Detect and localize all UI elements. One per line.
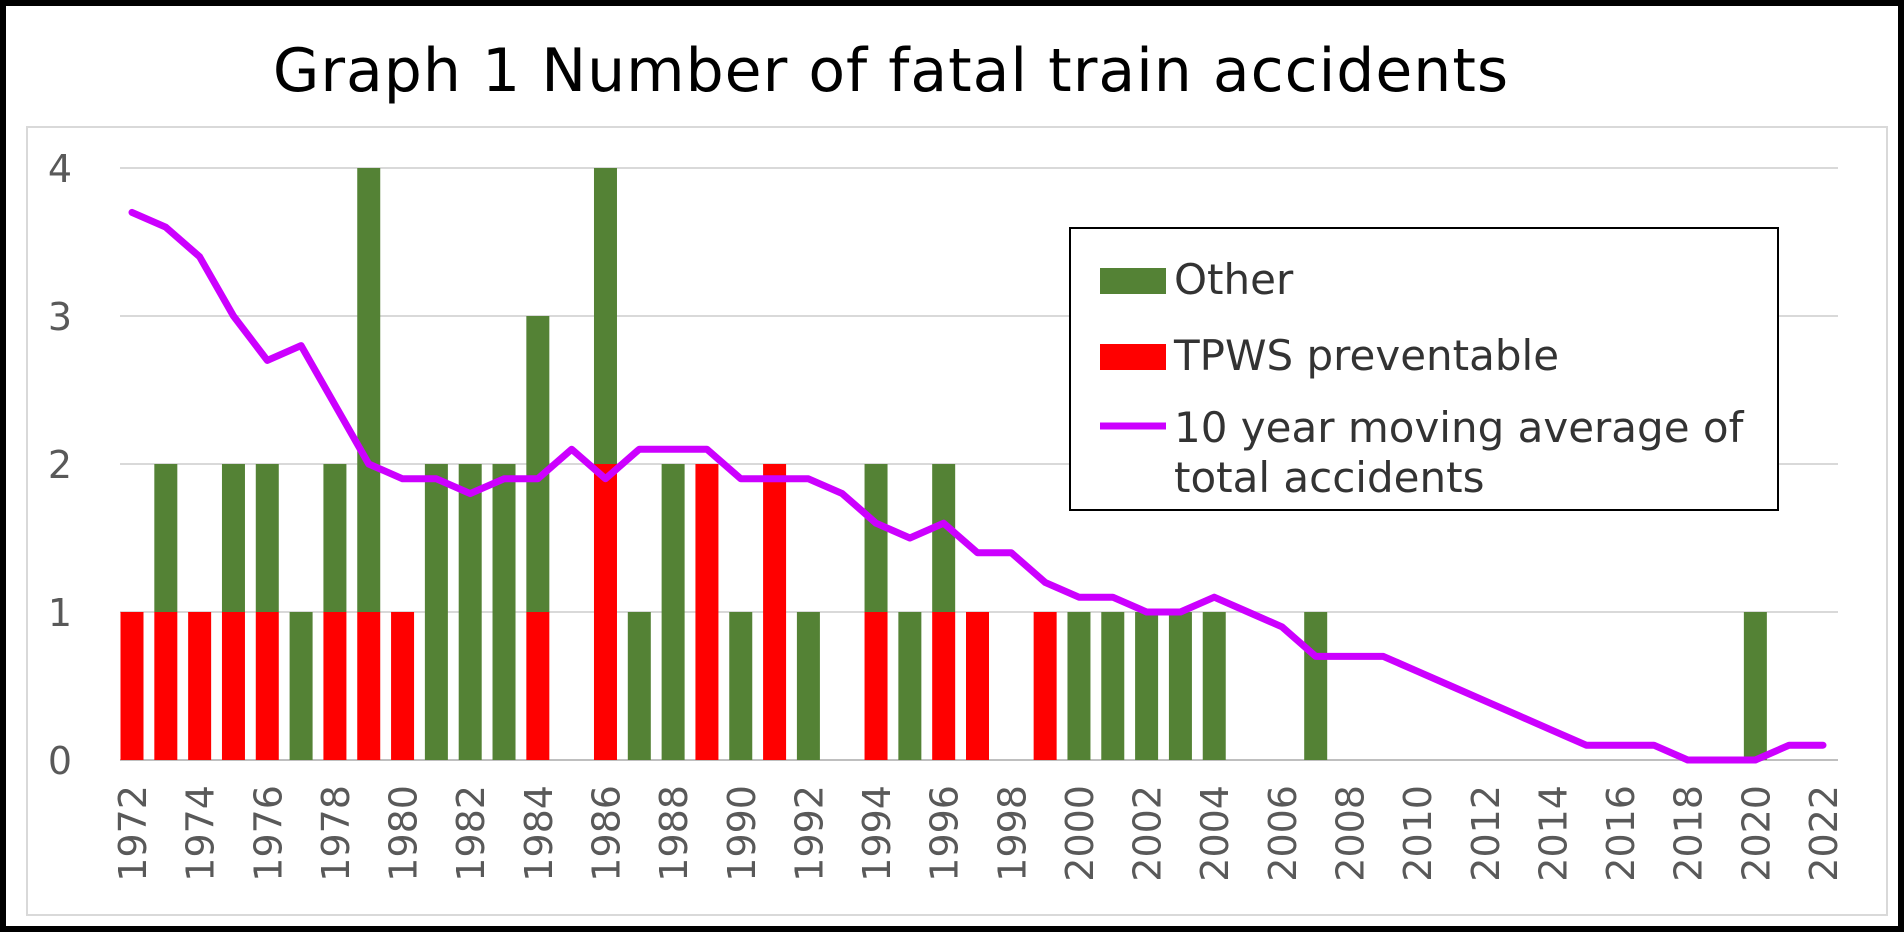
bar-other bbox=[526, 316, 550, 612]
bar-other bbox=[932, 464, 956, 612]
bar-other bbox=[221, 464, 245, 612]
legend-swatch-other bbox=[1100, 268, 1166, 294]
bar-other bbox=[458, 464, 482, 760]
bar-other bbox=[864, 464, 888, 612]
x-tick-label: 2008 bbox=[1329, 785, 1373, 882]
x-tick-label: 2018 bbox=[1667, 785, 1711, 882]
x-tick-label: 1976 bbox=[246, 785, 290, 882]
bar-tpws-preventable bbox=[593, 464, 617, 760]
bar-other bbox=[1067, 612, 1091, 760]
x-tick-label: 2000 bbox=[1058, 785, 1102, 882]
bar-tpws-preventable bbox=[1033, 612, 1057, 760]
x-tick-label: 1992 bbox=[787, 785, 831, 882]
x-tick-label: 2006 bbox=[1261, 785, 1305, 882]
bar-tpws-preventable bbox=[695, 464, 719, 760]
bar-other bbox=[1168, 612, 1192, 760]
bar-other bbox=[729, 612, 753, 760]
x-tick-label: 1982 bbox=[449, 785, 493, 882]
x-tick-label: 1972 bbox=[111, 785, 155, 882]
y-tick-label: 0 bbox=[48, 739, 72, 783]
x-tick-label: 2022 bbox=[1802, 785, 1846, 882]
y-tick-label: 3 bbox=[48, 295, 72, 339]
legend-label-moving-average-line2: total accidents bbox=[1174, 453, 1484, 502]
legend-label-tpws: TPWS preventable bbox=[1173, 331, 1559, 380]
bar-other bbox=[1101, 612, 1125, 760]
bar-other bbox=[627, 612, 651, 760]
x-tick-label: 2012 bbox=[1464, 785, 1508, 882]
bar-other bbox=[255, 464, 279, 612]
x-tick-label: 2020 bbox=[1734, 785, 1778, 882]
legend-box bbox=[1069, 227, 1779, 511]
bar-tpws-preventable bbox=[154, 612, 178, 760]
plot-area bbox=[26, 126, 1888, 916]
y-tick-label: 4 bbox=[48, 147, 72, 191]
x-tick-label: 1974 bbox=[179, 785, 223, 882]
bar-other bbox=[492, 464, 516, 760]
y-tick-label: 2 bbox=[48, 443, 72, 487]
bar-tpws-preventable bbox=[391, 612, 415, 760]
bar-tpws-preventable bbox=[120, 612, 144, 760]
y-tick-label: 1 bbox=[48, 591, 72, 635]
bar-other bbox=[796, 612, 820, 760]
x-tick-label: 2004 bbox=[1193, 785, 1237, 882]
legend-label-moving-average: 10 year moving average of bbox=[1174, 403, 1745, 452]
bar-tpws-preventable bbox=[864, 612, 888, 760]
x-tick-label: 2016 bbox=[1599, 785, 1643, 882]
bar-other bbox=[1743, 612, 1767, 760]
x-tick-label: 1980 bbox=[382, 785, 426, 882]
legend-label-other: Other bbox=[1174, 255, 1294, 304]
bar-tpws-preventable bbox=[255, 612, 279, 760]
x-tick-label: 1986 bbox=[584, 785, 628, 882]
x-tick-label: 1978 bbox=[314, 785, 358, 882]
bar-other bbox=[661, 464, 685, 760]
bar-other bbox=[357, 168, 381, 612]
moving-average-line bbox=[128, 208, 1827, 764]
bar-tpws-preventable bbox=[966, 612, 989, 760]
bar-other bbox=[593, 168, 617, 464]
bar-other bbox=[1135, 612, 1159, 760]
bar-other bbox=[1304, 612, 1328, 760]
bar-tpws-preventable bbox=[221, 612, 245, 760]
bar-other bbox=[154, 464, 178, 612]
bar-other bbox=[1202, 612, 1226, 760]
x-tick-label: 1994 bbox=[855, 785, 899, 882]
chart-title: Graph 1 Number of fatal train accidents bbox=[272, 36, 1510, 106]
bar-tpws-preventable bbox=[357, 612, 381, 760]
x-tick-label: 1996 bbox=[923, 785, 967, 882]
x-tick-label: 1990 bbox=[720, 785, 764, 882]
bar-tpws-preventable bbox=[763, 464, 787, 760]
x-tick-label: 2002 bbox=[1126, 785, 1170, 882]
x-tick-label: 1988 bbox=[652, 785, 696, 882]
x-tick-label: 1998 bbox=[990, 785, 1034, 882]
bar-other bbox=[898, 612, 922, 760]
bar-other bbox=[424, 464, 448, 760]
legend-swatch-tpws bbox=[1100, 344, 1166, 370]
bar-tpws-preventable bbox=[323, 612, 347, 760]
bar-other bbox=[289, 612, 313, 760]
bar-tpws-preventable bbox=[188, 612, 212, 760]
bar-tpws-preventable bbox=[526, 612, 550, 760]
bar-tpws-preventable bbox=[932, 612, 956, 760]
x-tick-label: 2010 bbox=[1396, 785, 1440, 882]
x-tick-label: 2014 bbox=[1531, 785, 1575, 882]
bar-other bbox=[323, 464, 347, 612]
x-tick-label: 1984 bbox=[517, 785, 561, 882]
